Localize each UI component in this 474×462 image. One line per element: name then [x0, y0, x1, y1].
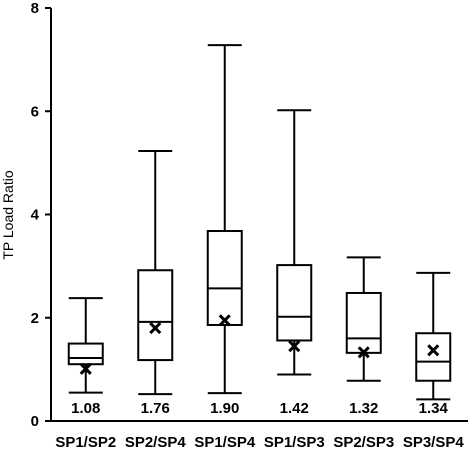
box-value-label: 1.32	[349, 400, 378, 417]
y-axis: 0 2 4 6 8 TP Load Ratio	[0, 0, 52, 430]
box-sp1-sp4: 1.90	[206, 44, 243, 417]
mean-marker	[427, 344, 440, 357]
mean-marker	[149, 322, 162, 335]
x-tick-label: SP1/SP4	[194, 434, 256, 451]
mean-marker	[79, 362, 92, 375]
x-tick-label: SP1/SP3	[264, 434, 325, 451]
box-value-label: 1.42	[280, 400, 309, 417]
y-ticks: 0 2 4 6 8	[31, 0, 51, 430]
x-tick-label: SP2/SP4	[125, 434, 187, 451]
box-value-label: 1.34	[419, 400, 449, 417]
y-tick-label: 6	[31, 103, 39, 120]
mean-marker	[357, 346, 370, 359]
y-tick-label: 4	[31, 207, 40, 224]
iqr-box	[206, 230, 243, 326]
iqr-box	[137, 269, 174, 362]
box-sp2-sp4: 1.76	[137, 150, 174, 417]
y-tick-label: 8	[31, 0, 39, 17]
y-tick-label: 2	[31, 310, 39, 327]
box-value-label: 1.76	[141, 400, 170, 417]
x-axis: SP1/SP2 SP2/SP4 SP1/SP4 SP1/SP3 SP2/SP3 SP3/S…	[51, 420, 468, 451]
box-sp2-sp3: 1.32	[345, 256, 382, 417]
iqr-box	[67, 342, 104, 366]
x-tick-label: SP2/SP3	[333, 434, 394, 451]
y-axis-title: TP Load Ratio	[0, 170, 16, 259]
iqr-box	[276, 264, 313, 342]
iqr-box	[345, 291, 382, 354]
box-series: 1.08 1.76 1.90 1.42 1.32 1.34	[67, 44, 452, 417]
box-value-label: 1.08	[71, 400, 100, 417]
box-sp1-sp3: 1.42	[276, 109, 313, 417]
mean-marker	[288, 340, 301, 353]
iqr-box	[415, 332, 452, 382]
y-tick-label: 0	[31, 413, 39, 430]
x-tick-label: SP1/SP2	[55, 434, 116, 451]
box-value-label: 1.90	[210, 400, 239, 417]
mean-marker	[218, 314, 231, 327]
box-sp3-sp4: 1.34	[415, 271, 452, 417]
x-tick-label: SP3/SP4	[403, 434, 465, 451]
box-sp1-sp2: 1.08	[67, 297, 104, 417]
x-tick-labels: SP1/SP2 SP2/SP4 SP1/SP4 SP1/SP3 SP2/SP3 SP3/S…	[55, 434, 464, 451]
